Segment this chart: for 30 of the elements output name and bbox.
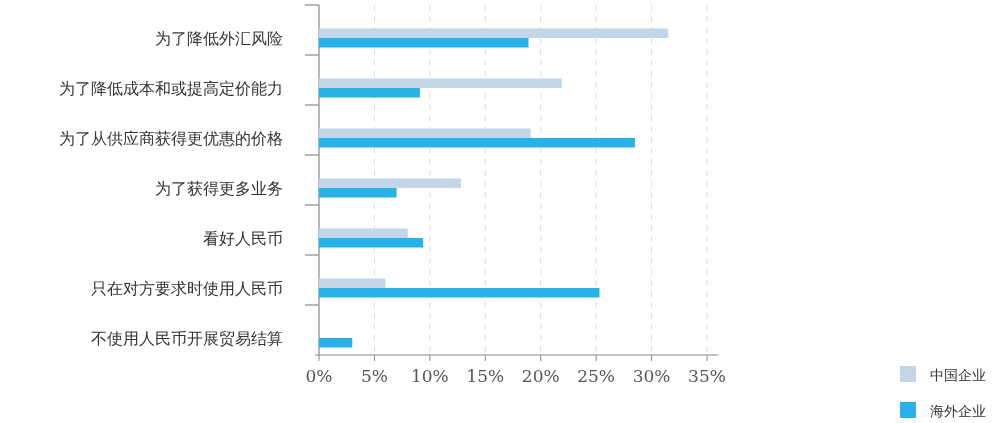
legend-label: 中国企业 (930, 367, 986, 383)
bar (319, 138, 635, 148)
bar (319, 28, 669, 38)
x-tick-label: 25% (577, 366, 616, 386)
bar (319, 38, 529, 48)
y-tick-label: 只在对方要求时使用人民币 (91, 279, 283, 298)
y-tick-label: 为了获得更多业务 (155, 179, 283, 198)
x-tick-label: 35% (688, 366, 726, 386)
y-tick-label: 不使用人民币开展贸易结算 (91, 329, 283, 348)
bar (319, 88, 420, 98)
x-tick-label: 30% (632, 366, 671, 386)
bar (319, 238, 424, 248)
x-tick-label: 5% (360, 366, 388, 386)
y-tick-label: 看好人民币 (203, 229, 283, 248)
bar (319, 288, 600, 298)
y-tick-label: 为了从供应商获得更优惠的价格 (59, 129, 283, 148)
x-tick-label: 20% (521, 366, 560, 386)
y-tick-label: 为了降低成本和或提高定价能力 (59, 79, 283, 98)
bar (319, 78, 562, 88)
bar (319, 228, 408, 238)
x-tick-label: 10% (410, 366, 449, 386)
bar (319, 278, 386, 288)
y-tick-label: 为了降低外汇风险 (155, 29, 283, 48)
bar (319, 188, 397, 198)
bar (319, 338, 353, 348)
legend-label: 海外企业 (930, 403, 986, 419)
bar (319, 128, 531, 138)
x-tick-label: 15% (466, 366, 505, 386)
bar (319, 178, 461, 188)
x-tick-label: 0% (305, 366, 333, 386)
